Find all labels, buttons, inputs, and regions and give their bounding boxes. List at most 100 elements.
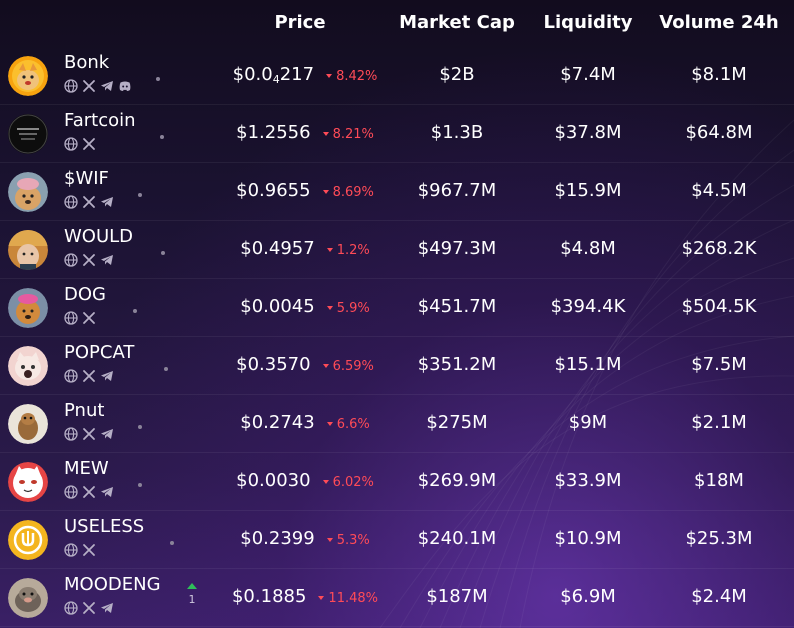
x-icon[interactable]: [82, 369, 96, 383]
volume-value: $64.8M: [685, 122, 753, 143]
globe-icon[interactable]: [64, 369, 78, 383]
token-price: $0.04217: [232, 64, 315, 86]
token-name[interactable]: WOULD: [64, 226, 134, 247]
token-price: $0.2399: [240, 528, 315, 549]
down-arrow-icon: [322, 190, 329, 194]
price-cell: $0.3570 6.59%: [210, 354, 400, 378]
token-price: $0.2743: [240, 412, 315, 433]
token-name[interactable]: MOODENG: [64, 574, 161, 595]
telegram-icon[interactable]: [100, 485, 114, 499]
table-row[interactable]: Fartcoin $1.2556 8.21% $1.3B $37.8M $64.…: [0, 105, 794, 163]
x-icon[interactable]: [82, 137, 96, 151]
price-cell: $0.2399 5.3%: [210, 528, 400, 552]
price-cell: $0.0030 6.02%: [210, 470, 400, 494]
volume-column-header[interactable]: Volume 24h: [659, 12, 779, 33]
telegram-icon[interactable]: [100, 79, 114, 93]
liquidity-value: $9M: [568, 412, 608, 433]
row-menu-dot: [161, 251, 165, 255]
social-links: [64, 79, 132, 93]
token-price: $0.0030: [236, 470, 311, 491]
token-price: $0.4957: [240, 238, 315, 259]
market-cap-column-header[interactable]: Market Cap: [399, 12, 515, 33]
token-name[interactable]: DOG: [64, 284, 106, 305]
x-icon[interactable]: [82, 253, 96, 267]
down-arrow-icon: [326, 538, 333, 542]
volume-value: $7.5M: [691, 354, 747, 375]
price-change: 8.42%: [326, 69, 377, 84]
telegram-icon[interactable]: [100, 427, 114, 441]
globe-icon[interactable]: [64, 485, 78, 499]
social-links: [64, 253, 114, 267]
globe-icon[interactable]: [64, 79, 78, 93]
volume-value: $18M: [694, 470, 744, 491]
price-column-header[interactable]: Price: [274, 12, 326, 33]
globe-icon[interactable]: [64, 543, 78, 557]
token-name[interactable]: $WIF: [64, 168, 109, 189]
table-row[interactable]: Pnut $0.2743 6.6% $275M $9M $2.1M: [0, 395, 794, 453]
x-icon[interactable]: [82, 311, 96, 325]
table-row[interactable]: POPCAT $0.3570 6.59% $351.2M $15.1M $7.5…: [0, 337, 794, 395]
telegram-icon[interactable]: [100, 195, 114, 209]
x-icon[interactable]: [82, 195, 96, 209]
row-menu-dot: [170, 541, 174, 545]
market-cap-value: $351.2M: [417, 354, 497, 375]
price-cell: $1.2556 8.21%: [210, 122, 400, 146]
token-name[interactable]: MEW: [64, 458, 109, 479]
table-row[interactable]: DOG $0.0045 5.9% $451.7M $394.4K $504.5K: [0, 279, 794, 337]
row-menu-dot: [138, 193, 142, 197]
table-row[interactable]: MEW $0.0030 6.02% $269.9M $33.9M $18M: [0, 453, 794, 511]
x-icon[interactable]: [82, 485, 96, 499]
price-cell: $0.0045 5.9%: [210, 296, 400, 320]
table-row[interactable]: Bonk $0.04217 8.42% $2B $7.4M $8.1M: [0, 47, 794, 105]
table-header: Price Market Cap Liquidity Volume 24h: [0, 0, 794, 50]
liquidity-value: $37.8M: [554, 122, 622, 143]
liquidity-value: $33.9M: [554, 470, 622, 491]
globe-icon[interactable]: [64, 253, 78, 267]
telegram-icon[interactable]: [100, 369, 114, 383]
social-links: [64, 601, 114, 615]
token-name[interactable]: POPCAT: [64, 342, 135, 363]
row-menu-dot: [138, 425, 142, 429]
globe-icon[interactable]: [64, 601, 78, 615]
x-icon[interactable]: [82, 543, 96, 557]
token-name[interactable]: Pnut: [64, 400, 105, 421]
globe-icon[interactable]: [64, 427, 78, 441]
globe-icon[interactable]: [64, 195, 78, 209]
volume-value: $2.1M: [691, 412, 747, 433]
table-row[interactable]: $WIF $0.9655 8.69% $967.7M $15.9M $4.5M: [0, 163, 794, 221]
token-name[interactable]: USELESS: [64, 516, 145, 537]
token-price: $0.3570: [236, 354, 311, 375]
token-price: $1.2556: [236, 122, 311, 143]
liquidity-value: $7.4M: [560, 64, 616, 85]
social-links: [64, 137, 96, 151]
price-change: 5.9%: [326, 301, 370, 316]
x-icon[interactable]: [82, 601, 96, 615]
globe-icon[interactable]: [64, 311, 78, 325]
table-row[interactable]: MOODENG 1 $0.1885 11.48% $187M $6.9M $2.…: [0, 569, 794, 627]
liquidity-value: $15.9M: [554, 180, 622, 201]
telegram-icon[interactable]: [100, 601, 114, 615]
token-name[interactable]: Fartcoin: [64, 110, 136, 131]
liquidity-column-header[interactable]: Liquidity: [543, 12, 633, 33]
volume-value: $4.5M: [691, 180, 747, 201]
token-avatar: [8, 404, 48, 444]
market-cap-value: $497.3M: [417, 238, 497, 259]
telegram-icon[interactable]: [100, 253, 114, 267]
market-cap-value: $269.9M: [417, 470, 497, 491]
down-arrow-icon: [318, 596, 325, 600]
market-cap-value: $275M: [426, 412, 488, 433]
down-arrow-icon: [322, 480, 329, 484]
social-links: [64, 311, 96, 325]
x-icon[interactable]: [82, 79, 96, 93]
table-row[interactable]: WOULD $0.4957 1.2% $497.3M $4.8M $268.2K: [0, 221, 794, 279]
discord-icon[interactable]: [118, 79, 132, 93]
token-avatar: [8, 230, 48, 270]
market-cap-value: $240.1M: [417, 528, 497, 549]
row-menu-dot: [160, 135, 164, 139]
x-icon[interactable]: [82, 427, 96, 441]
volume-value: $8.1M: [691, 64, 747, 85]
table-row[interactable]: USELESS $0.2399 5.3% $240.1M $10.9M $25.…: [0, 511, 794, 569]
token-name[interactable]: Bonk: [64, 52, 110, 73]
globe-icon[interactable]: [64, 137, 78, 151]
token-avatar: [8, 578, 48, 618]
